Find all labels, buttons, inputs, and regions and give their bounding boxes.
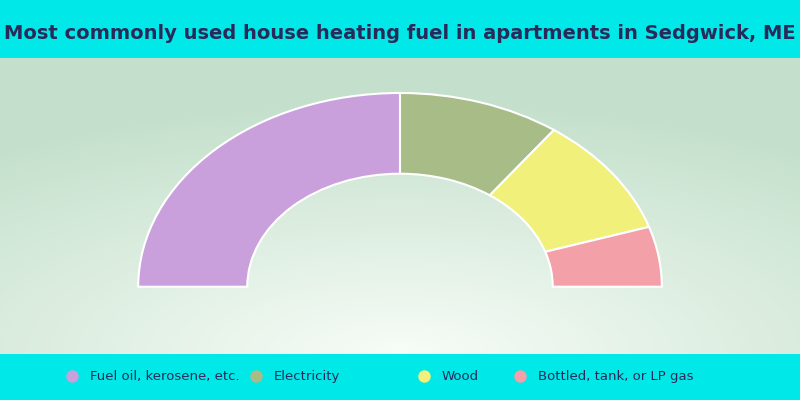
Text: Most commonly used house heating fuel in apartments in Sedgwick, ME: Most commonly used house heating fuel in… [4, 24, 796, 43]
Text: Wood: Wood [442, 370, 478, 382]
Wedge shape [400, 93, 554, 195]
Text: Fuel oil, kerosene, etc.: Fuel oil, kerosene, etc. [90, 370, 239, 382]
Wedge shape [546, 227, 662, 287]
Wedge shape [490, 130, 649, 252]
Text: Bottled, tank, or LP gas: Bottled, tank, or LP gas [538, 370, 693, 382]
Text: Electricity: Electricity [274, 370, 340, 382]
Wedge shape [138, 93, 400, 287]
